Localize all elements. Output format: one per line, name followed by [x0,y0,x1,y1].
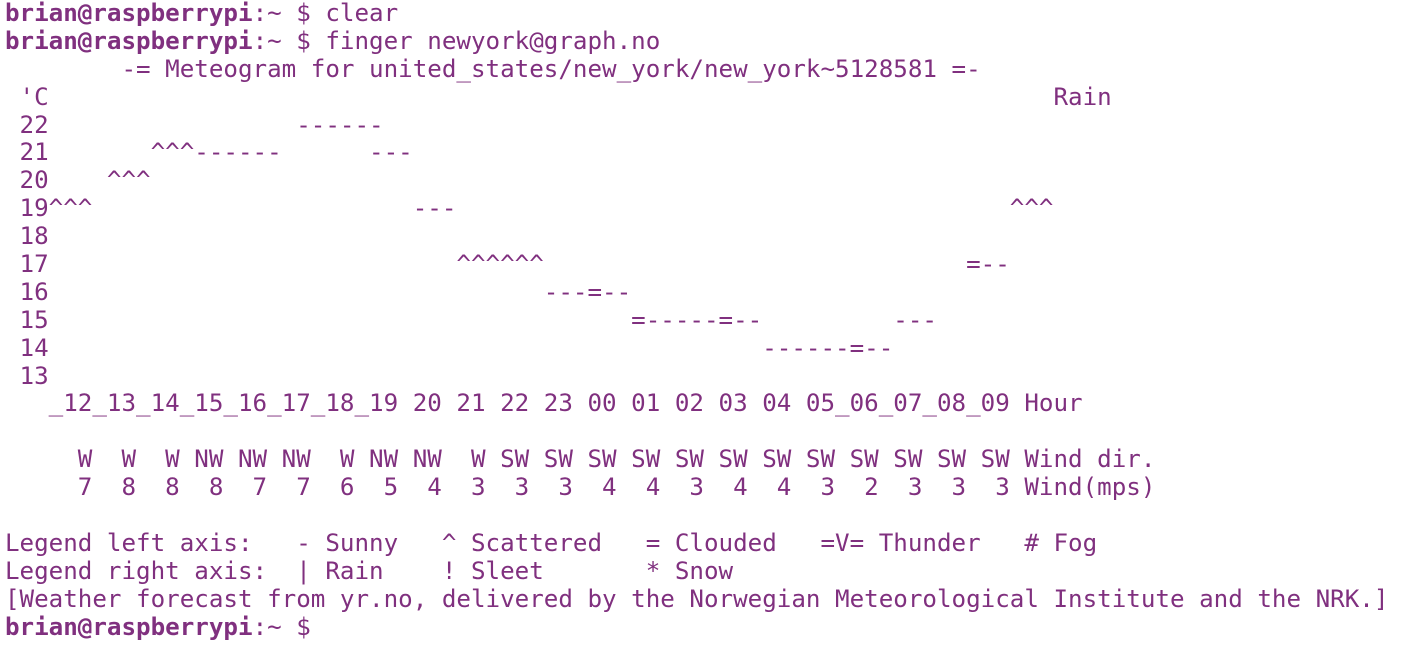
meteogram-row-18: 18 [5,222,49,251]
legend-left-axis: Legend left axis: - Sunny ^ Scattered = … [5,528,1098,557]
prompt-user-host: brian@raspberrypi [5,26,253,55]
prompt-path: :~ $ [252,26,326,55]
wind-speed-row: 7 8 8 8 7 7 6 5 4 3 3 3 4 4 3 4 4 3 2 3 … [5,473,1156,502]
meteogram-row-21: 21 ^^^------ --- [5,138,413,167]
meteogram-row-16: 16 ---=-- [5,277,632,306]
prompt-user-host: brian@raspberrypi [5,0,253,27]
meteogram-hour-axis: _12_13_14_15_16_17_18_19 20 21 22 23 00 … [5,389,1083,418]
meteogram-row-20: 20 ^^^ [5,166,151,195]
meteogram-title: -= Meteogram for united_states/new_york/… [5,54,981,83]
wind-direction-row: W W W NW NW NW W NW NW W SW SW SW SW SW … [5,445,1156,474]
prompt-path: :~ $ [252,0,326,27]
command-text: clear [325,0,399,27]
command-text: finger newyork@graph.no [325,26,661,55]
meteogram-row-14: 14 ------=-- [5,333,894,362]
forecast-credit: [Weather forecast from yr.no, delivered … [5,584,1389,613]
blank-line [5,418,1425,446]
legend-right-axis: Legend right axis: | Rain ! Sleet * Snow [5,556,734,585]
prompt-user-host: brian@raspberrypi [5,612,253,641]
command-line-clear: brian@raspberrypi:~ $ clear [5,0,1425,28]
meteogram-row-17: 17 ^^^^^^ =-- [5,250,1010,279]
blank-line [5,502,1425,530]
meteogram-row-19: 19^^^ --- ^^^ [5,194,1054,223]
prompt-path: :~ $ [252,612,326,641]
meteogram-axis-header: 'C Rain [5,82,1112,111]
command-line-prompt[interactable]: brian@raspberrypi:~ $ [5,612,1425,642]
meteogram-row-13: 13 [5,361,49,390]
meteogram-row-15: 15 =-----=-- --- [5,305,937,334]
meteogram-row-22: 22 ------ [5,110,384,139]
command-line-finger: brian@raspberrypi:~ $ finger newyork@gra… [5,26,1425,56]
